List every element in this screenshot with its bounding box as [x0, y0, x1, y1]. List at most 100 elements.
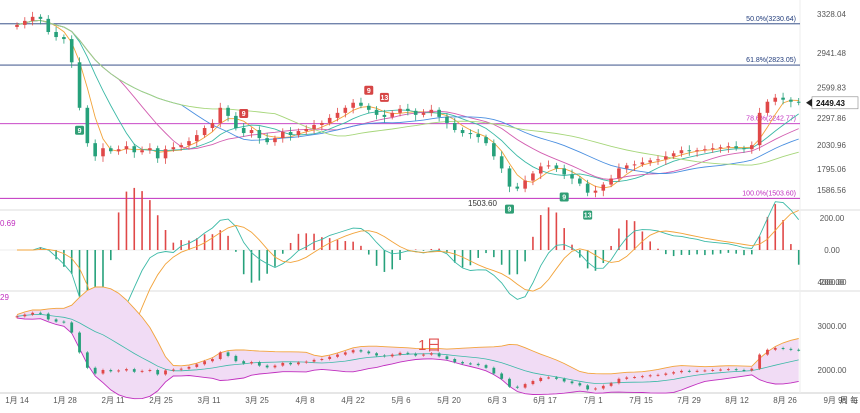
- candle-body: [578, 178, 582, 184]
- candle-body: [484, 137, 488, 144]
- candle-body: [179, 145, 183, 148]
- band-candle-body: [633, 377, 636, 379]
- candle-body: [789, 99, 793, 102]
- candle-body: [726, 146, 731, 148]
- band-candle-body: [367, 351, 371, 354]
- band-candle-body: [273, 365, 277, 368]
- band-candle-body: [758, 354, 762, 369]
- band-candle-body: [461, 362, 464, 364]
- band-candle-body: [578, 383, 582, 386]
- candle-body: [187, 141, 191, 146]
- band-candle-body: [297, 362, 300, 365]
- candle-body: [335, 112, 340, 118]
- candle-body: [23, 20, 27, 25]
- candle-body: [85, 107, 90, 144]
- candle-body: [296, 131, 301, 136]
- band-tick-label: 2000.00: [818, 366, 847, 375]
- candle-body: [413, 110, 418, 115]
- td-marker-badge: [504, 204, 514, 214]
- candle-body: [320, 122, 324, 125]
- candle-body: [366, 105, 371, 110]
- band-candle-body: [257, 362, 261, 366]
- band-candle-body: [117, 370, 121, 372]
- band-candle-body: [242, 361, 246, 364]
- candle-body: [452, 122, 457, 131]
- candle-body: [671, 153, 676, 157]
- band-candle-body: [125, 369, 128, 371]
- candle-body: [796, 101, 801, 103]
- candle-body: [77, 62, 82, 108]
- x-tick-label: 2月 11: [102, 396, 126, 405]
- candle-body: [265, 138, 269, 143]
- candle-body: [648, 160, 652, 163]
- moving-average-line: [16, 19, 799, 166]
- band-candle-body: [492, 367, 496, 374]
- band-candle-body: [211, 359, 214, 362]
- td-marker-badge: [559, 192, 569, 202]
- price-tick-label: 1586.56: [817, 186, 846, 195]
- candle-body: [359, 102, 363, 106]
- candle-body: [546, 165, 551, 167]
- band-candle-body: [156, 370, 160, 375]
- band-candle-body: [687, 370, 691, 372]
- candle-body: [562, 168, 566, 175]
- candle-body: [398, 108, 402, 113]
- candle-body: [327, 117, 332, 123]
- band-candle-body: [328, 356, 332, 359]
- x-tick-label: 3月 25: [245, 396, 269, 405]
- td-marker-badge: [364, 85, 374, 95]
- band-candle-body: [445, 356, 449, 359]
- candle-body: [742, 148, 746, 150]
- candle-body: [523, 180, 527, 189]
- candle-body: [656, 159, 660, 161]
- candle-body: [148, 148, 152, 151]
- candle-body: [194, 135, 199, 142]
- band-candle-body: [343, 352, 347, 355]
- x-tick-label: 8月 12: [725, 396, 749, 405]
- candle-body: [101, 148, 105, 157]
- candle-body: [460, 130, 465, 134]
- candle-body: [351, 102, 355, 108]
- td-marker-badge: [75, 125, 85, 135]
- band-candle-body: [414, 353, 418, 356]
- candle-body: [132, 146, 137, 153]
- band-candle-body: [422, 354, 425, 356]
- x-tick-label: 5月 6: [391, 396, 411, 405]
- band-candle-body: [781, 348, 785, 349]
- candle-body: [241, 128, 246, 134]
- candle-body: [499, 156, 504, 169]
- band-candle-body: [594, 388, 597, 390]
- band-candle-body: [695, 370, 699, 372]
- candle-body: [554, 165, 559, 169]
- band-candle-body: [656, 374, 660, 376]
- td-marker-text: 9: [78, 128, 82, 135]
- current-price-pointer: [806, 98, 812, 107]
- x-tick-label: 2月 25: [149, 396, 173, 405]
- candle-body: [124, 146, 129, 150]
- band-candle-body: [398, 352, 402, 355]
- td-marker-text: 13: [381, 95, 389, 102]
- candle-body: [304, 129, 309, 132]
- td-marker-text: 9: [242, 111, 246, 118]
- band-candle-body: [351, 350, 355, 353]
- td-marker-text: 9: [508, 207, 512, 214]
- band-candle-body: [554, 377, 558, 379]
- band-candle-body: [547, 377, 550, 379]
- band-candle-body: [78, 332, 81, 353]
- band-candle-body: [234, 355, 238, 362]
- band-candle-body: [31, 312, 35, 315]
- band-candle-body: [101, 370, 105, 374]
- band-candle-body: [406, 352, 410, 354]
- candle-body: [280, 132, 285, 139]
- candle-body: [703, 149, 707, 151]
- band-candle-body: [23, 314, 27, 317]
- candle-body: [15, 24, 19, 27]
- band-candle-body: [265, 365, 269, 368]
- band-candle-body: [468, 363, 472, 365]
- candle-body: [46, 18, 51, 32]
- fib-level-label: 61.8%(2823.05): [746, 57, 796, 64]
- band-left-label: 29: [0, 293, 9, 302]
- price-tick-label: 3328.04: [817, 10, 846, 19]
- candle-body: [218, 107, 223, 123]
